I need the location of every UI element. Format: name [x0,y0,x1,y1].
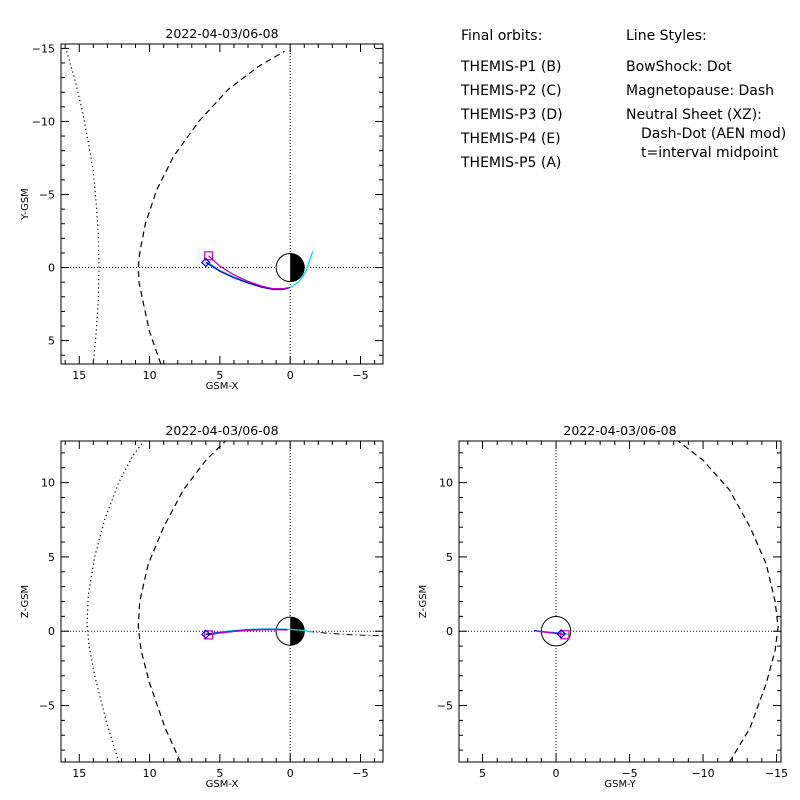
y-tick-label: 5 [446,551,453,564]
bow-shock-line [66,51,100,364]
probe-square-marker [204,630,214,640]
panel-title: 2022-04-03/06-08 [563,423,676,438]
y-tick-label: −10 [32,115,55,128]
y-tick-label: −5 [39,189,55,202]
line-styles-legend: Line Styles: BowShock: Dot Magnetopause:… [626,28,786,161]
earth-night-side [290,617,305,646]
y-tick-label: 5 [48,551,55,564]
x-tick-label: 15 [72,767,86,780]
magnetopause-line [677,441,779,762]
x-tick-label: −5 [352,369,368,382]
panel-xz: 2022-04-03/06-08 GSM-X Z-GSM 15 10 5 0 −5 −5 0 5 10 [20,423,384,790]
x-axis-title: GSM-Y [604,779,636,790]
x-tick-label: 5 [216,767,223,780]
x-tick-label: 0 [287,369,294,382]
orbit-themis-p5-a [208,629,288,636]
x-tick-label: −15 [765,767,788,780]
x-tick-label: −5 [352,767,368,780]
line-styles-title: Line Styles: [626,28,707,44]
x-tick-label: 5 [216,369,223,382]
plot-frame [60,43,384,365]
orbit-themis-p5-a [208,255,291,290]
x-tick-label: 0 [287,767,294,780]
panel-xy: 2022-04-03/06-08 GSM-X Y-GSM 15 10 5 0 −5 5 0 −5 −1… [20,26,384,392]
y-tick-label: −15 [32,42,55,55]
y-tick-label: −5 [39,700,55,713]
panel-title: 2022-04-03/06-08 [165,423,278,438]
y-tick-label: −5 [437,700,453,713]
x-tick-label: 5 [479,767,486,780]
y-tick-label: 5 [48,335,55,348]
orbits-legend: Final orbits: THEMIS-P1 (B) THEMIS-P2 (C… [460,28,563,171]
probe-square-marker [560,630,570,640]
magnetopause-line [137,50,285,364]
plot-area [61,44,383,364]
probe-diamond-marker [556,629,567,639]
x-axis-title: GSM-X [206,779,239,790]
x-tick-label: 0 [553,767,560,780]
plot-frame [458,440,782,763]
y-tick-label: 0 [48,262,55,275]
y-axis-title: Z-GSM [418,585,429,618]
bow-shock-line [86,441,145,762]
style-bowshock: BowShock: Dot [626,59,732,75]
x-axis-title: GSM-X [206,381,239,392]
magnetopause-line [137,441,226,762]
legend-probe-p5: THEMIS-P5 (A) [460,155,561,171]
legend-probe-p1: THEMIS-P1 (B) [460,59,561,75]
y-tick-label: 10 [41,477,55,490]
probe-diamond-marker [200,257,211,268]
x-tick-label: −10 [691,767,714,780]
y-axis-title: Y-GSM [20,188,31,221]
plot-frame [60,440,384,763]
y-tick-label: 10 [439,477,453,490]
panel-title: 2022-04-03/06-08 [165,26,278,41]
orbits-legend-title: Final orbits: [461,28,542,44]
panel-yz: 2022-04-03/06-08 GSM-Y Z-GSM 5 0 −5 −10 −15 −5 0 5… [418,423,788,790]
earth-night-side [290,253,305,282]
plot-area [61,441,383,762]
legend-probe-p3: THEMIS-P3 (D) [460,107,563,123]
y-axis-title: Z-GSM [20,585,31,618]
legend-probe-p4: THEMIS-P4 (E) [460,131,561,147]
style-neutral-sheet: Neutral Sheet (XZ): [626,107,762,123]
y-tick-label: 0 [446,625,453,638]
style-magnetopause: Magnetopause: Dash [626,83,774,99]
style-dash-dot: Dash-Dot (AEN mod) [641,126,786,142]
plot-area [459,441,781,762]
orbit-themis-p4-e [205,261,289,291]
x-tick-label: −5 [621,767,637,780]
x-tick-label: 10 [143,767,157,780]
probe-square-marker [204,251,214,261]
probe-diamond-marker [200,629,211,640]
style-midpoint: t=interval midpoint [641,145,779,161]
x-tick-label: 15 [72,369,86,382]
legend-probe-p2: THEMIS-P2 (C) [460,83,562,99]
x-tick-label: 10 [143,369,157,382]
y-tick-label: 0 [48,625,55,638]
